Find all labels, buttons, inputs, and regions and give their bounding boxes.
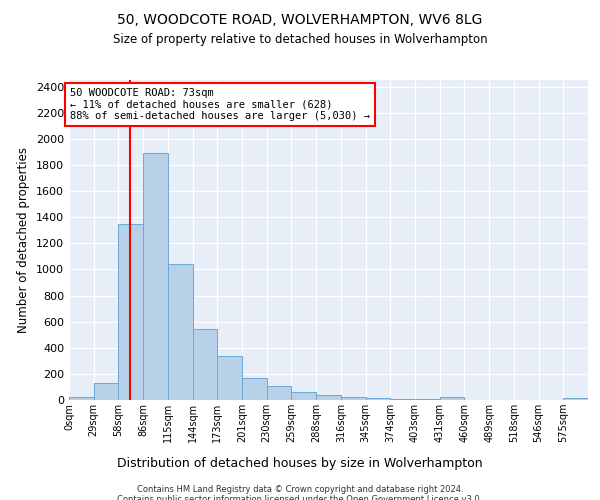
Bar bbox=[118, 224, 143, 400]
Bar bbox=[217, 356, 242, 400]
Bar bbox=[365, 398, 390, 400]
Bar bbox=[292, 392, 316, 400]
Bar bbox=[316, 396, 341, 400]
Bar bbox=[168, 264, 193, 400]
Text: 50, WOODCOTE ROAD, WOLVERHAMPTON, WV6 8LG: 50, WOODCOTE ROAD, WOLVERHAMPTON, WV6 8L… bbox=[118, 12, 482, 26]
Bar bbox=[563, 398, 588, 400]
Bar bbox=[69, 398, 94, 400]
Text: 50 WOODCOTE ROAD: 73sqm
← 11% of detached houses are smaller (628)
88% of semi-d: 50 WOODCOTE ROAD: 73sqm ← 11% of detache… bbox=[70, 88, 370, 121]
Bar bbox=[94, 383, 118, 400]
Bar bbox=[267, 386, 292, 400]
Bar bbox=[341, 396, 365, 400]
Bar bbox=[242, 378, 267, 400]
Bar bbox=[440, 398, 464, 400]
Bar bbox=[390, 398, 415, 400]
Text: Size of property relative to detached houses in Wolverhampton: Size of property relative to detached ho… bbox=[113, 32, 487, 46]
Bar bbox=[193, 330, 217, 400]
Bar bbox=[143, 153, 168, 400]
Text: Contains HM Land Registry data © Crown copyright and database right 2024.: Contains HM Land Registry data © Crown c… bbox=[137, 485, 463, 494]
Text: Distribution of detached houses by size in Wolverhampton: Distribution of detached houses by size … bbox=[117, 458, 483, 470]
Y-axis label: Number of detached properties: Number of detached properties bbox=[17, 147, 31, 333]
Text: Contains public sector information licensed under the Open Government Licence v3: Contains public sector information licen… bbox=[118, 495, 482, 500]
